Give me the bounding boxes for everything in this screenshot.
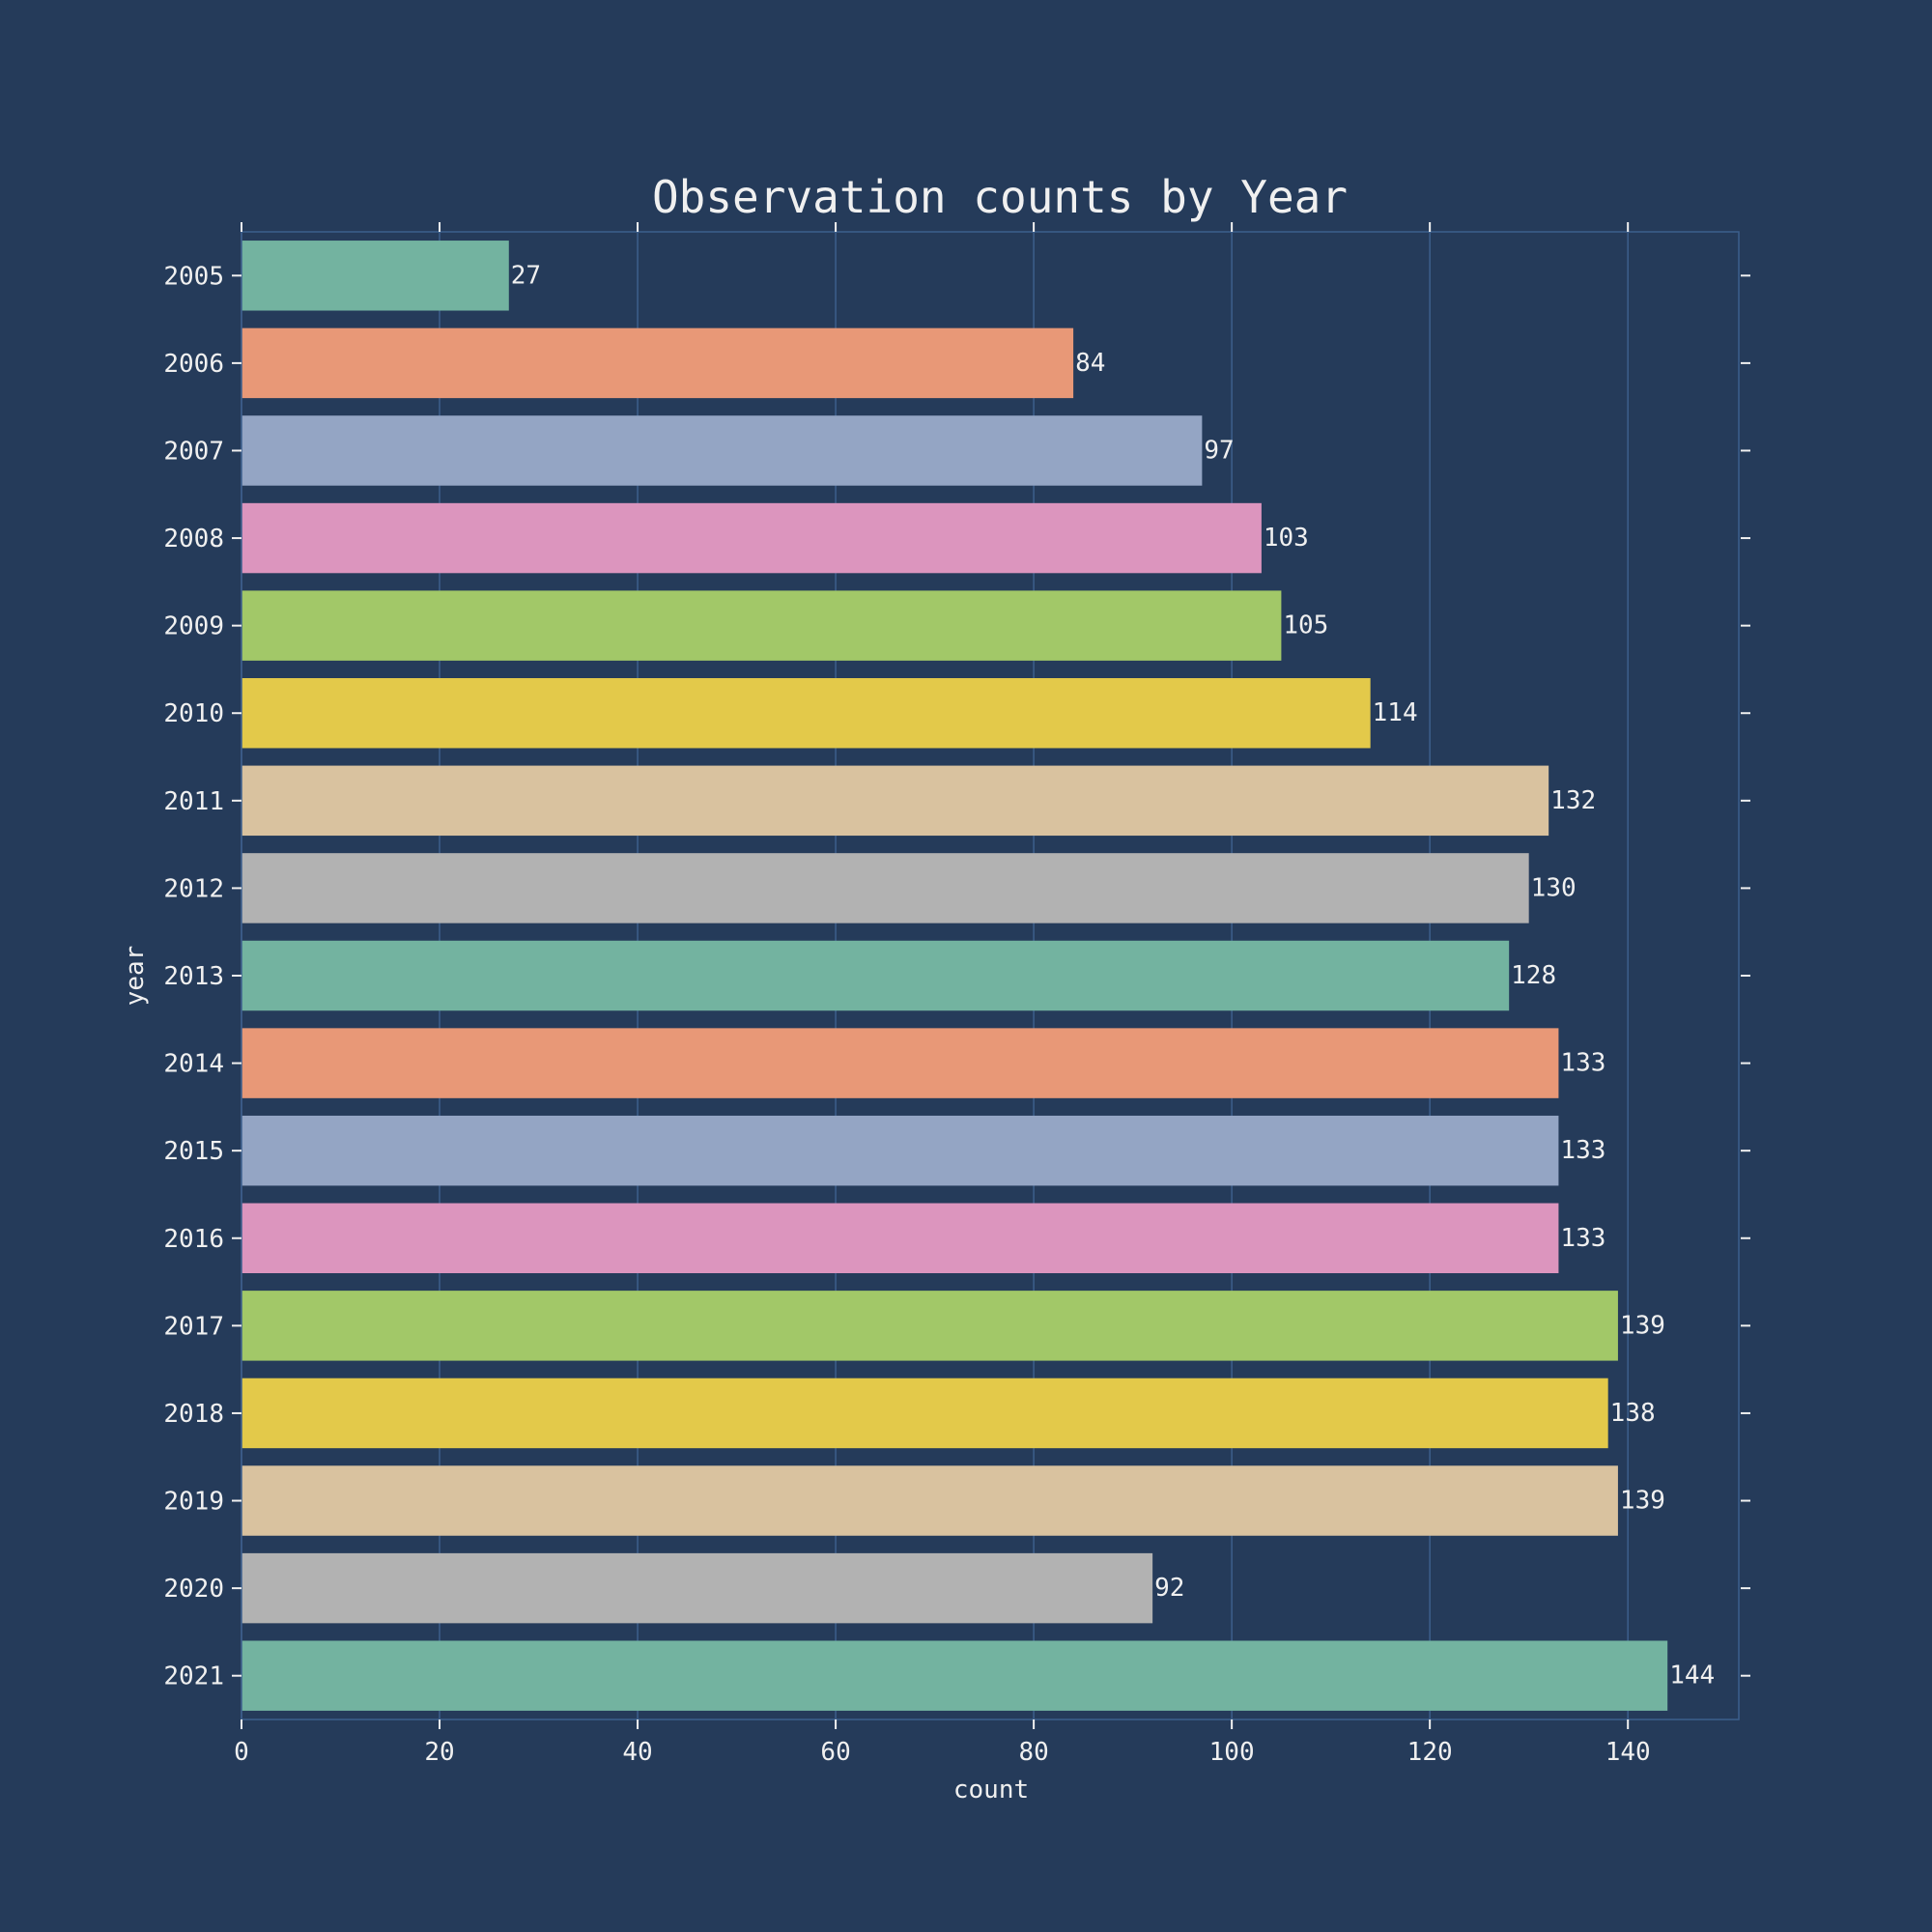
y-axis-label: year	[121, 946, 150, 1007]
y-tick-label: 2011	[163, 787, 224, 816]
data-label: 130	[1531, 873, 1577, 902]
y-tick-label: 2018	[163, 1400, 224, 1429]
y-tick-label: 2015	[163, 1137, 224, 1166]
data-label: 92	[1154, 1574, 1184, 1603]
data-label: 97	[1204, 436, 1234, 465]
y-tick-label: 2008	[163, 525, 224, 554]
data-label: 128	[1511, 961, 1556, 990]
x-tick-label: 40	[622, 1738, 652, 1767]
axis-ticks: 2005200620072008200920102011201220132014…	[163, 222, 1750, 1767]
x-tick-label: 100	[1209, 1738, 1255, 1767]
y-tick-label: 2017	[163, 1312, 224, 1341]
y-tick-label: 2007	[163, 437, 224, 466]
bar	[242, 1465, 1618, 1536]
x-tick-label: 140	[1605, 1738, 1651, 1767]
bar	[242, 940, 1510, 1011]
data-label: 144	[1669, 1662, 1715, 1690]
bar	[242, 1115, 1559, 1186]
data-label: 114	[1373, 698, 1418, 727]
bar	[242, 415, 1203, 486]
bar	[242, 502, 1262, 574]
bar	[242, 1203, 1559, 1273]
data-label: 105	[1283, 611, 1328, 640]
bar	[242, 765, 1549, 837]
data-label: 133	[1560, 1224, 1605, 1253]
y-tick-label: 2021	[163, 1662, 224, 1691]
data-label: 84	[1075, 349, 1105, 378]
y-tick-label: 2013	[163, 962, 224, 991]
bar	[242, 678, 1371, 749]
y-tick-label: 2020	[163, 1575, 224, 1604]
bar	[242, 853, 1529, 923]
bar	[242, 1028, 1559, 1098]
bar	[242, 241, 509, 311]
y-tick-label: 2009	[163, 612, 224, 641]
data-labels: 27 84 97 103 105 114 132 130 128 133 133 133 139 138 1…	[511, 261, 1715, 1690]
bar	[242, 1640, 1668, 1711]
y-tick-label: 2014	[163, 1050, 224, 1079]
x-tick-label: 0	[234, 1738, 249, 1767]
x-tick-label: 20	[424, 1738, 454, 1767]
x-tick-label: 80	[1018, 1738, 1048, 1767]
y-tick-label: 2016	[163, 1225, 224, 1254]
data-label: 27	[511, 261, 541, 290]
data-label: 138	[1610, 1399, 1656, 1428]
y-tick-label: 2006	[163, 350, 224, 379]
y-tick-label: 2012	[163, 874, 224, 903]
data-label: 139	[1620, 1487, 1665, 1516]
data-label: 139	[1620, 1311, 1665, 1340]
y-tick-label: 2010	[163, 699, 224, 728]
data-label: 133	[1560, 1136, 1605, 1165]
data-label: 133	[1560, 1049, 1605, 1078]
bar	[242, 590, 1282, 661]
x-tick-label: 120	[1407, 1738, 1453, 1767]
y-tick-label: 2019	[163, 1488, 224, 1517]
bar	[242, 1378, 1608, 1449]
y-tick-label: 2005	[163, 262, 224, 291]
bar	[242, 1552, 1153, 1624]
x-axis-label: count	[953, 1776, 1029, 1804]
bar	[242, 327, 1074, 399]
bars	[242, 241, 1668, 1711]
data-label: 132	[1550, 786, 1596, 815]
data-label: 103	[1264, 524, 1309, 553]
x-tick-label: 60	[820, 1738, 850, 1767]
chart-title: Observation counts by Year	[652, 171, 1348, 223]
bar	[242, 1291, 1618, 1361]
